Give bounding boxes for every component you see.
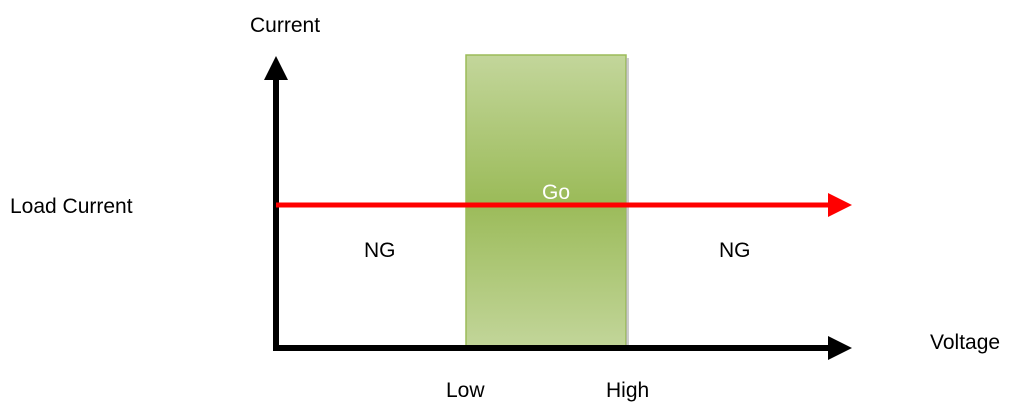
y-axis-arrowhead <box>264 56 288 80</box>
load-current-arrowhead <box>828 193 852 217</box>
y-axis-label: Current <box>250 14 321 37</box>
x-axis-label: Voltage <box>930 331 1001 354</box>
x-high-label: High <box>606 379 650 402</box>
go-label: Go <box>542 181 571 204</box>
load-current-label: Load Current <box>10 195 133 218</box>
ng-left-label: NG <box>364 239 396 262</box>
x-low-label: Low <box>446 379 485 402</box>
ng-right-label: NG <box>719 239 751 262</box>
x-axis-arrowhead <box>828 336 852 360</box>
